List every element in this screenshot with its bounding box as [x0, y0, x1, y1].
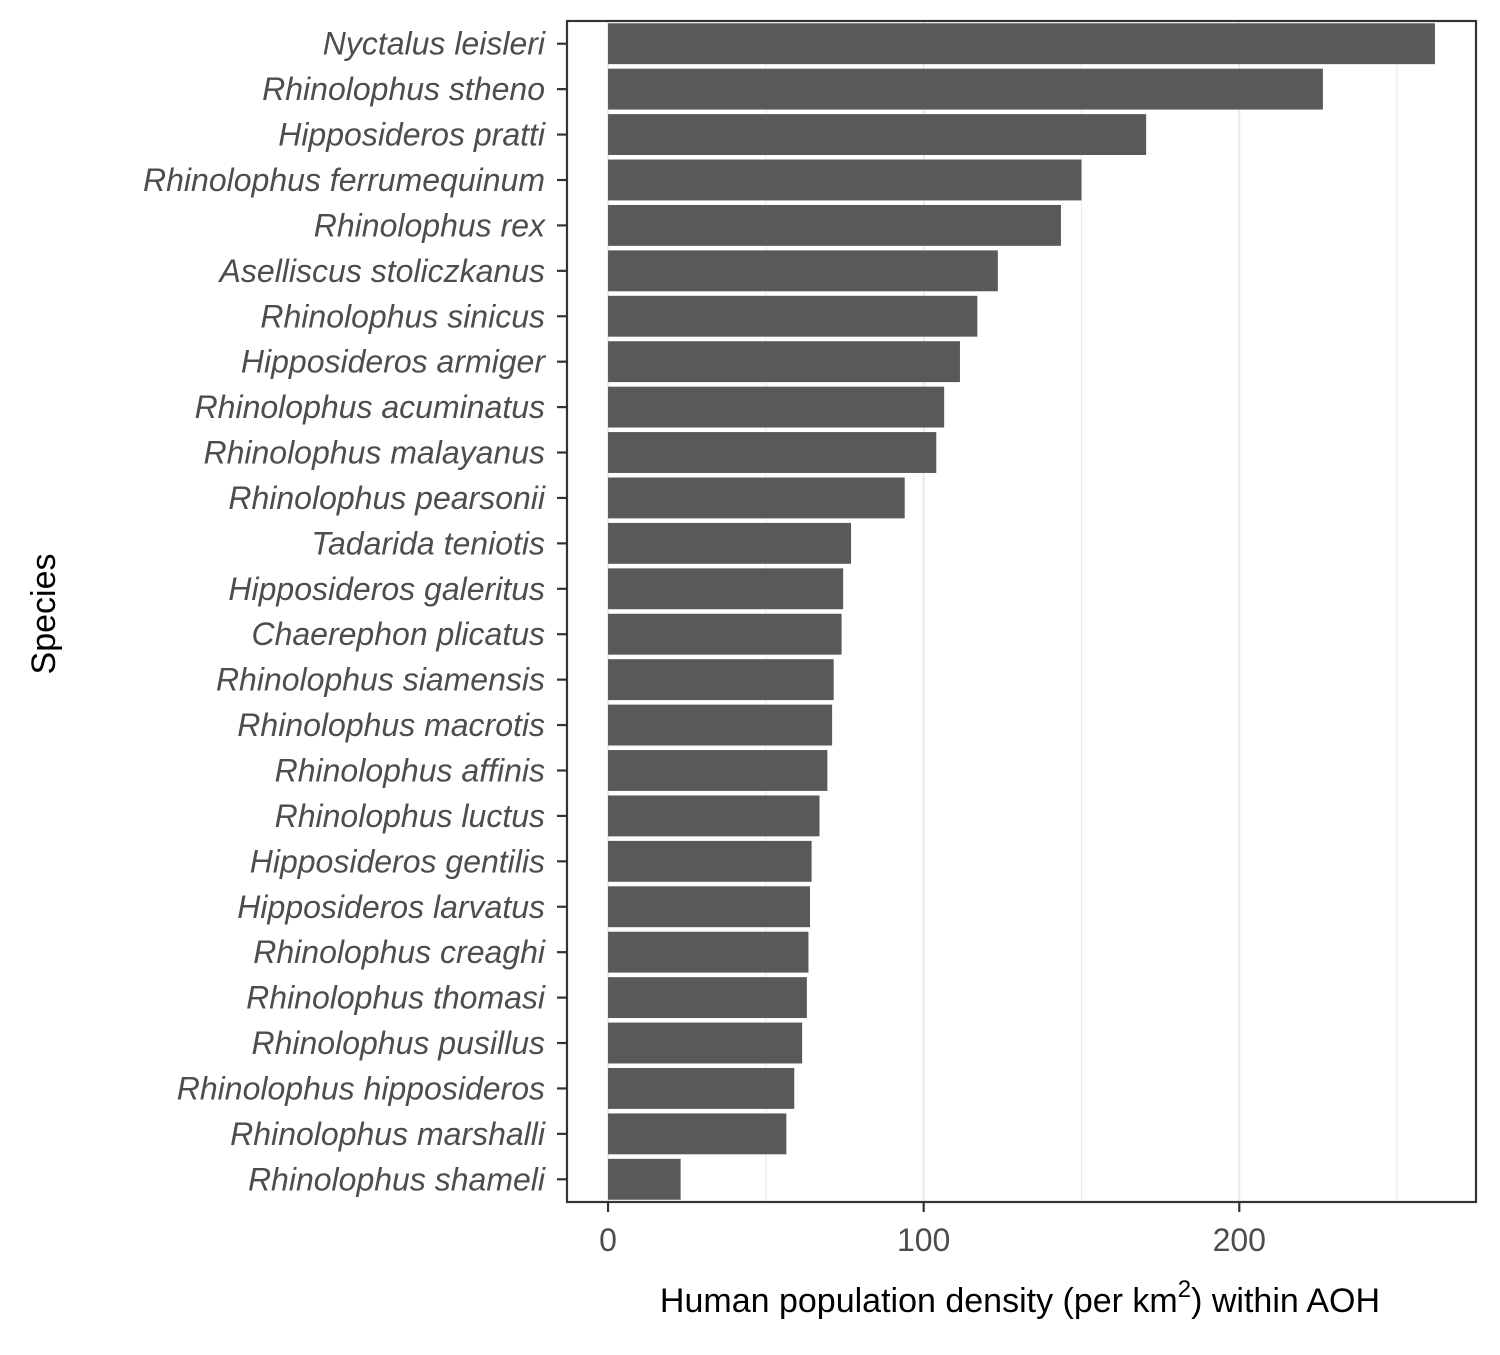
bar: [608, 1158, 681, 1200]
y-tick-label: Rhinolophus stheno: [262, 71, 545, 107]
bar: [608, 1022, 803, 1064]
bar: [608, 386, 945, 428]
y-tick-label: Hipposideros pratti: [278, 117, 546, 153]
y-tick-label: Rhinolophus malayanus: [203, 435, 545, 471]
y-axis-title: Species: [25, 554, 63, 675]
bar: [608, 704, 833, 746]
bar: [608, 204, 1061, 246]
y-tick-label: Rhinolophus luctus: [275, 798, 545, 834]
y-tick-label: Rhinolophus marshalli: [230, 1116, 546, 1152]
x-tick-label: 200: [1213, 1222, 1266, 1258]
y-tick-label: Hipposideros galeritus: [228, 571, 545, 607]
bar: [608, 23, 1435, 65]
bar: [608, 68, 1323, 110]
y-tick-label: Tadarida teniotis: [311, 525, 545, 561]
bar: [608, 977, 807, 1019]
y-tick-label: Rhinolophus affinis: [275, 752, 545, 788]
bar: [608, 1068, 795, 1109]
y-tick-label: Rhinolophus thomasi: [246, 980, 546, 1016]
y-tick-label: Rhinolophus creaghi: [253, 934, 546, 970]
panel-border: [565, 19, 1478, 1204]
bar: [608, 522, 852, 564]
bar: [608, 114, 1147, 155]
bars-layer: [608, 23, 1435, 1200]
bar: [608, 1113, 787, 1155]
bar: [608, 250, 998, 292]
y-tick-label: Rhinolophus ferrumequinum: [143, 162, 545, 198]
x-axis-title: Human population density (per km2) withi…: [660, 1276, 1380, 1320]
bar: [608, 795, 820, 837]
y-tick-label: Hipposideros armiger: [241, 344, 546, 380]
bar: [608, 613, 842, 655]
y-tick-label: Rhinolophus shameli: [248, 1161, 546, 1197]
x-tick-label: 100: [897, 1222, 950, 1258]
y-tick-label: Nyctalus leisleri: [323, 26, 546, 62]
y-tick-label: Hipposideros larvatus: [237, 889, 545, 925]
bar: [608, 477, 905, 519]
y-tick-label: Rhinolophus pearsonii: [228, 480, 546, 516]
bar: [608, 341, 960, 383]
y-tick-label: Rhinolophus macrotis: [237, 707, 545, 743]
bar: [608, 750, 828, 791]
bar: [608, 568, 844, 610]
bar: [608, 159, 1082, 201]
y-tick-label: Rhinolophus sinicus: [260, 298, 545, 334]
y-tick-label: Chaerephon plicatus: [251, 616, 545, 652]
bar: [608, 432, 937, 473]
y-tick-label: Aselliscus stoliczkanus: [218, 253, 545, 289]
bar: [608, 295, 978, 337]
y-tick-label: Rhinolophus hipposideros: [177, 1070, 545, 1106]
bar: [608, 931, 809, 973]
y-tick-label: Hipposideros gentilis: [250, 843, 545, 879]
y-tick-label: Rhinolophus siamensis: [216, 662, 545, 698]
x-axis: 0 100 200: [599, 1202, 1266, 1258]
bar: [608, 659, 834, 701]
y-axis: Nyctalus leisleri Rhinolophus stheno Hippo…: [143, 26, 567, 1197]
y-tick-label: Rhinolophus pusillus: [251, 1025, 545, 1061]
bar: [608, 840, 812, 882]
x-tick-label: 0: [599, 1222, 617, 1258]
y-tick-label: Rhinolophus rex: [314, 207, 546, 243]
y-tick-label: Rhinolophus acuminatus: [195, 389, 545, 425]
bar: [608, 886, 811, 928]
